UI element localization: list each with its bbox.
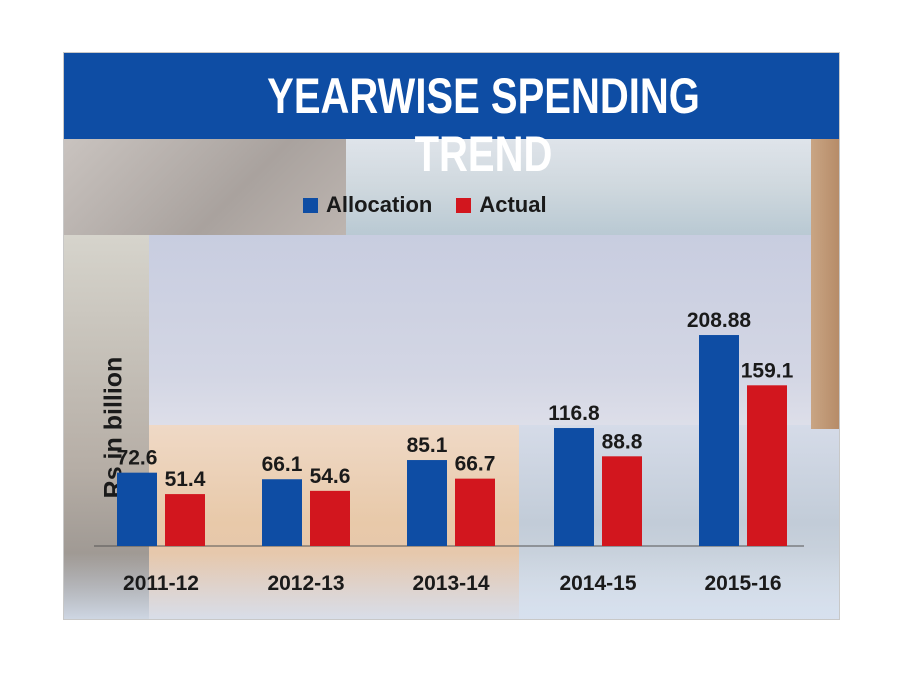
- legend-item-allocation: Allocation: [303, 192, 432, 218]
- legend-swatch-actual: [456, 197, 472, 213]
- legend-label-allocation: Allocation: [326, 192, 433, 217]
- x-tick-label-2012-13: 2012-13: [267, 572, 344, 595]
- bar-actual-2012-13: [310, 490, 350, 546]
- legend-swatch-allocation: [303, 197, 318, 213]
- x-tick-label-2014-15: 2014-15: [559, 572, 636, 595]
- background-train-photo: [64, 139, 346, 235]
- bar-allocation-2011-12: [117, 472, 157, 546]
- data-label-actual-2012-13: 54.6: [310, 465, 351, 488]
- bar-actual-2015-16: [747, 385, 787, 546]
- bar-actual-2014-15: [602, 456, 642, 546]
- bar-allocation-2014-15: [554, 428, 594, 546]
- bar-actual-2013-14: [455, 478, 495, 546]
- bar-allocation-2015-16: [699, 335, 739, 546]
- background-photo-right: [811, 139, 839, 429]
- data-label-actual-2011-12: 51.4: [165, 468, 206, 491]
- data-label-allocation-2015-16: 208.88: [687, 309, 752, 332]
- legend-label-actual: Actual: [479, 192, 547, 217]
- bar-allocation-2012-13: [262, 479, 302, 546]
- data-label-allocation-2014-15: 116.8: [548, 402, 600, 425]
- data-label-actual-2015-16: 159.1: [741, 359, 794, 382]
- x-tick-label-2015-16: 2015-16: [704, 572, 781, 595]
- background-fade: [64, 553, 839, 619]
- x-tick-label-2011-12: 2011-12: [123, 572, 199, 595]
- background-port-photo: [346, 139, 839, 235]
- title-bar: YEARWISE SPENDING TREND: [64, 53, 839, 182]
- chart-frame: YEARWISE SPENDING TREND Allocation Actua…: [63, 52, 840, 620]
- data-label-actual-2014-15: 88.8: [602, 430, 643, 453]
- legend: Allocation Actual: [303, 192, 571, 218]
- data-label-allocation-2013-14: 85.1: [407, 434, 448, 457]
- legend-item-actual: Actual: [456, 192, 547, 218]
- chart-title: YEARWISE SPENDING TREND: [267, 68, 700, 182]
- bar-allocation-2013-14: [407, 460, 447, 546]
- x-tick-label-2013-14: 2013-14: [412, 572, 489, 595]
- plot-area: 72.6 51.4 2011-12 66.1 54.6 2012-13 85.1 66.7 20…: [94, 309, 804, 595]
- data-label-allocation-2011-12: 72.6: [117, 447, 158, 470]
- data-label-actual-2013-14: 66.7: [455, 453, 496, 476]
- data-label-allocation-2012-13: 66.1: [262, 453, 303, 476]
- bar-actual-2011-12: [165, 494, 205, 546]
